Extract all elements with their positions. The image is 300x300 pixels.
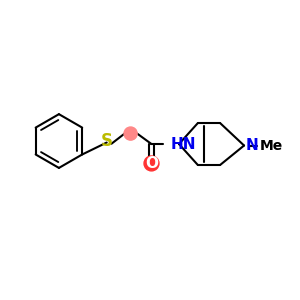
Text: N: N (246, 138, 259, 153)
Text: O: O (145, 156, 158, 171)
Circle shape (144, 156, 159, 171)
Circle shape (124, 127, 137, 140)
Text: Me: Me (260, 139, 283, 152)
Text: S: S (101, 132, 113, 150)
Text: HN: HN (171, 136, 196, 152)
